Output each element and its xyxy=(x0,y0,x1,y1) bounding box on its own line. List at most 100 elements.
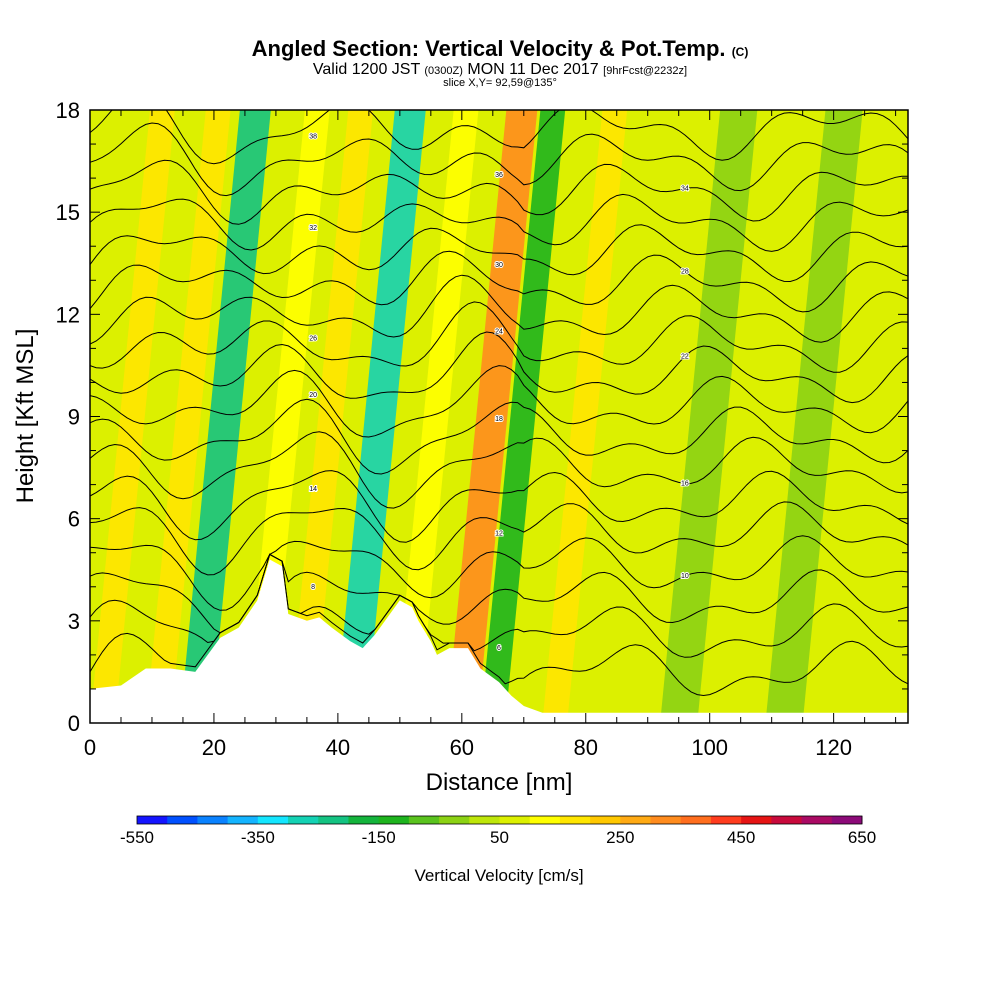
colorbar-swatch-3 xyxy=(227,816,259,824)
theta-contour-8 xyxy=(90,365,908,438)
x-tick-label-120: 120 xyxy=(815,735,852,760)
colorbar-swatch-10 xyxy=(439,816,470,824)
y-tick-label-6: 6 xyxy=(68,507,80,532)
theta-contour-6 xyxy=(90,431,908,509)
colorbar-swatch-20 xyxy=(741,816,772,824)
velocity-band-2 xyxy=(179,110,271,723)
theta-contour-9 xyxy=(90,331,908,404)
x-tick-label-40: 40 xyxy=(326,735,350,760)
theta-label-17: 38 xyxy=(309,134,317,141)
theta-contour-3 xyxy=(90,535,908,611)
theta-label-11: 26 xyxy=(309,335,317,342)
slice-info: slice X,Y= 92,59@135° xyxy=(443,77,557,89)
chart-subtitle: Valid 1200 JST (0300Z) MON 11 Dec 2017 [… xyxy=(312,61,688,78)
colorbar-swatch-7 xyxy=(348,816,380,824)
colorbar-swatch-22 xyxy=(801,816,833,824)
terrain xyxy=(90,559,908,723)
theta-contour-2 xyxy=(90,553,908,634)
theta-label-7: 18 xyxy=(495,416,503,423)
theta-label-3: 10 xyxy=(681,573,689,580)
theta-contour-17 xyxy=(90,110,908,165)
colorbar-swatch-6 xyxy=(318,816,349,824)
x-tick-label-20: 20 xyxy=(202,735,226,760)
theta-contour-16 xyxy=(90,122,908,197)
colorbar-tick-5: 450 xyxy=(727,828,755,847)
colorbar: -550 -350 -150 50 250 450 650 xyxy=(120,815,876,847)
colorbar-tick-4: 250 xyxy=(606,828,634,847)
theta-contour-13 xyxy=(90,224,908,283)
velocity-band-1 xyxy=(145,110,231,723)
theta-contour-14 xyxy=(90,193,908,252)
colorbar-swatch-16 xyxy=(620,816,652,824)
velocity-band-3 xyxy=(244,110,330,723)
y-tick-label-12: 12 xyxy=(56,302,80,327)
velocity-band-9 xyxy=(542,110,628,723)
colorbar-swatch-17 xyxy=(650,816,682,824)
theta-contour-5 xyxy=(90,470,908,543)
colorbar-swatch-2 xyxy=(197,816,229,824)
colorbar-label: Vertical Velocity [cm/s] xyxy=(414,866,583,885)
colorbar-tick-3: 50 xyxy=(490,828,509,847)
theta-label-13: 30 xyxy=(495,262,503,269)
theta-label-9: 22 xyxy=(681,353,689,360)
velocity-band-11 xyxy=(765,110,863,723)
theta-label-10: 24 xyxy=(495,328,503,335)
colorbar-tick-2: -150 xyxy=(362,828,396,847)
colorbar-tick-6: 650 xyxy=(848,828,876,847)
theta-label-12: 28 xyxy=(681,268,689,275)
y-tick-label-3: 3 xyxy=(68,609,80,634)
colorbar-swatch-1 xyxy=(167,816,198,824)
theta-label-1: 6 xyxy=(497,645,501,652)
colorbar-swatch-0 xyxy=(137,816,168,824)
theta-contour-7 xyxy=(90,398,908,475)
y-tick-label-0: 0 xyxy=(68,711,80,736)
colorbar-swatch-13 xyxy=(529,816,561,824)
theta-contours: 6 8 10 12 14 16 18 20 22 24 26 28 30 32 34 36 38 xyxy=(90,110,908,697)
theta-contour-10 xyxy=(90,301,908,373)
y-tick-label-15: 15 xyxy=(56,200,80,225)
velocity-band-0 xyxy=(90,110,175,723)
theta-contour-11 xyxy=(90,274,908,345)
colorbar-tick-0: -550 xyxy=(120,828,154,847)
colorbar-swatch-5 xyxy=(288,816,319,824)
colorbar-swatch-19 xyxy=(710,816,742,824)
colorbar-swatch-23 xyxy=(831,816,863,824)
theta-contour-12 xyxy=(90,250,908,313)
colorbar-swatch-14 xyxy=(559,816,591,824)
colorbar-swatch-18 xyxy=(680,816,712,824)
velocity-band-5 xyxy=(334,110,426,723)
colorbar-swatch-4 xyxy=(257,816,289,824)
colorbar-tick-1: -350 xyxy=(241,828,275,847)
x-tick-label-100: 100 xyxy=(691,735,728,760)
velocity-band-8 xyxy=(480,110,566,723)
colorbar-swatch-15 xyxy=(590,816,621,824)
x-axis-label: Distance [nm] xyxy=(426,769,573,796)
theta-label-2: 8 xyxy=(311,584,315,591)
colorbar-swatch-8 xyxy=(378,816,410,824)
colorbar-swatch-21 xyxy=(771,816,803,824)
theta-contour-15 xyxy=(90,159,908,225)
velocity-band-10 xyxy=(660,110,758,723)
theta-label-16: 36 xyxy=(495,172,503,179)
theta-label-6: 16 xyxy=(681,481,689,488)
colorbar-swatch-11 xyxy=(469,816,500,824)
theta-label-14: 32 xyxy=(309,225,317,232)
colorbar-swatch-9 xyxy=(408,816,440,824)
y-tick-label-18: 18 xyxy=(56,98,80,123)
chart-title: Angled Section: Vertical Velocity & Pot.… xyxy=(251,36,749,61)
theta-label-5: 14 xyxy=(309,486,317,493)
x-tick-label-60: 60 xyxy=(450,735,474,760)
theta-label-8: 20 xyxy=(309,392,317,399)
terrain-mask xyxy=(90,559,908,723)
colorbar-swatch-12 xyxy=(499,816,531,824)
theta-label-4: 12 xyxy=(495,531,503,538)
theta-contour-4 xyxy=(90,501,908,576)
y-axis-label: Height [Kft MSL] xyxy=(12,329,39,504)
velocity-band-7 xyxy=(446,110,538,723)
x-tick-label-80: 80 xyxy=(574,735,598,760)
y-tick-label-9: 9 xyxy=(68,405,80,430)
theta-label-15: 34 xyxy=(681,185,689,192)
x-tick-label-0: 0 xyxy=(84,735,96,760)
